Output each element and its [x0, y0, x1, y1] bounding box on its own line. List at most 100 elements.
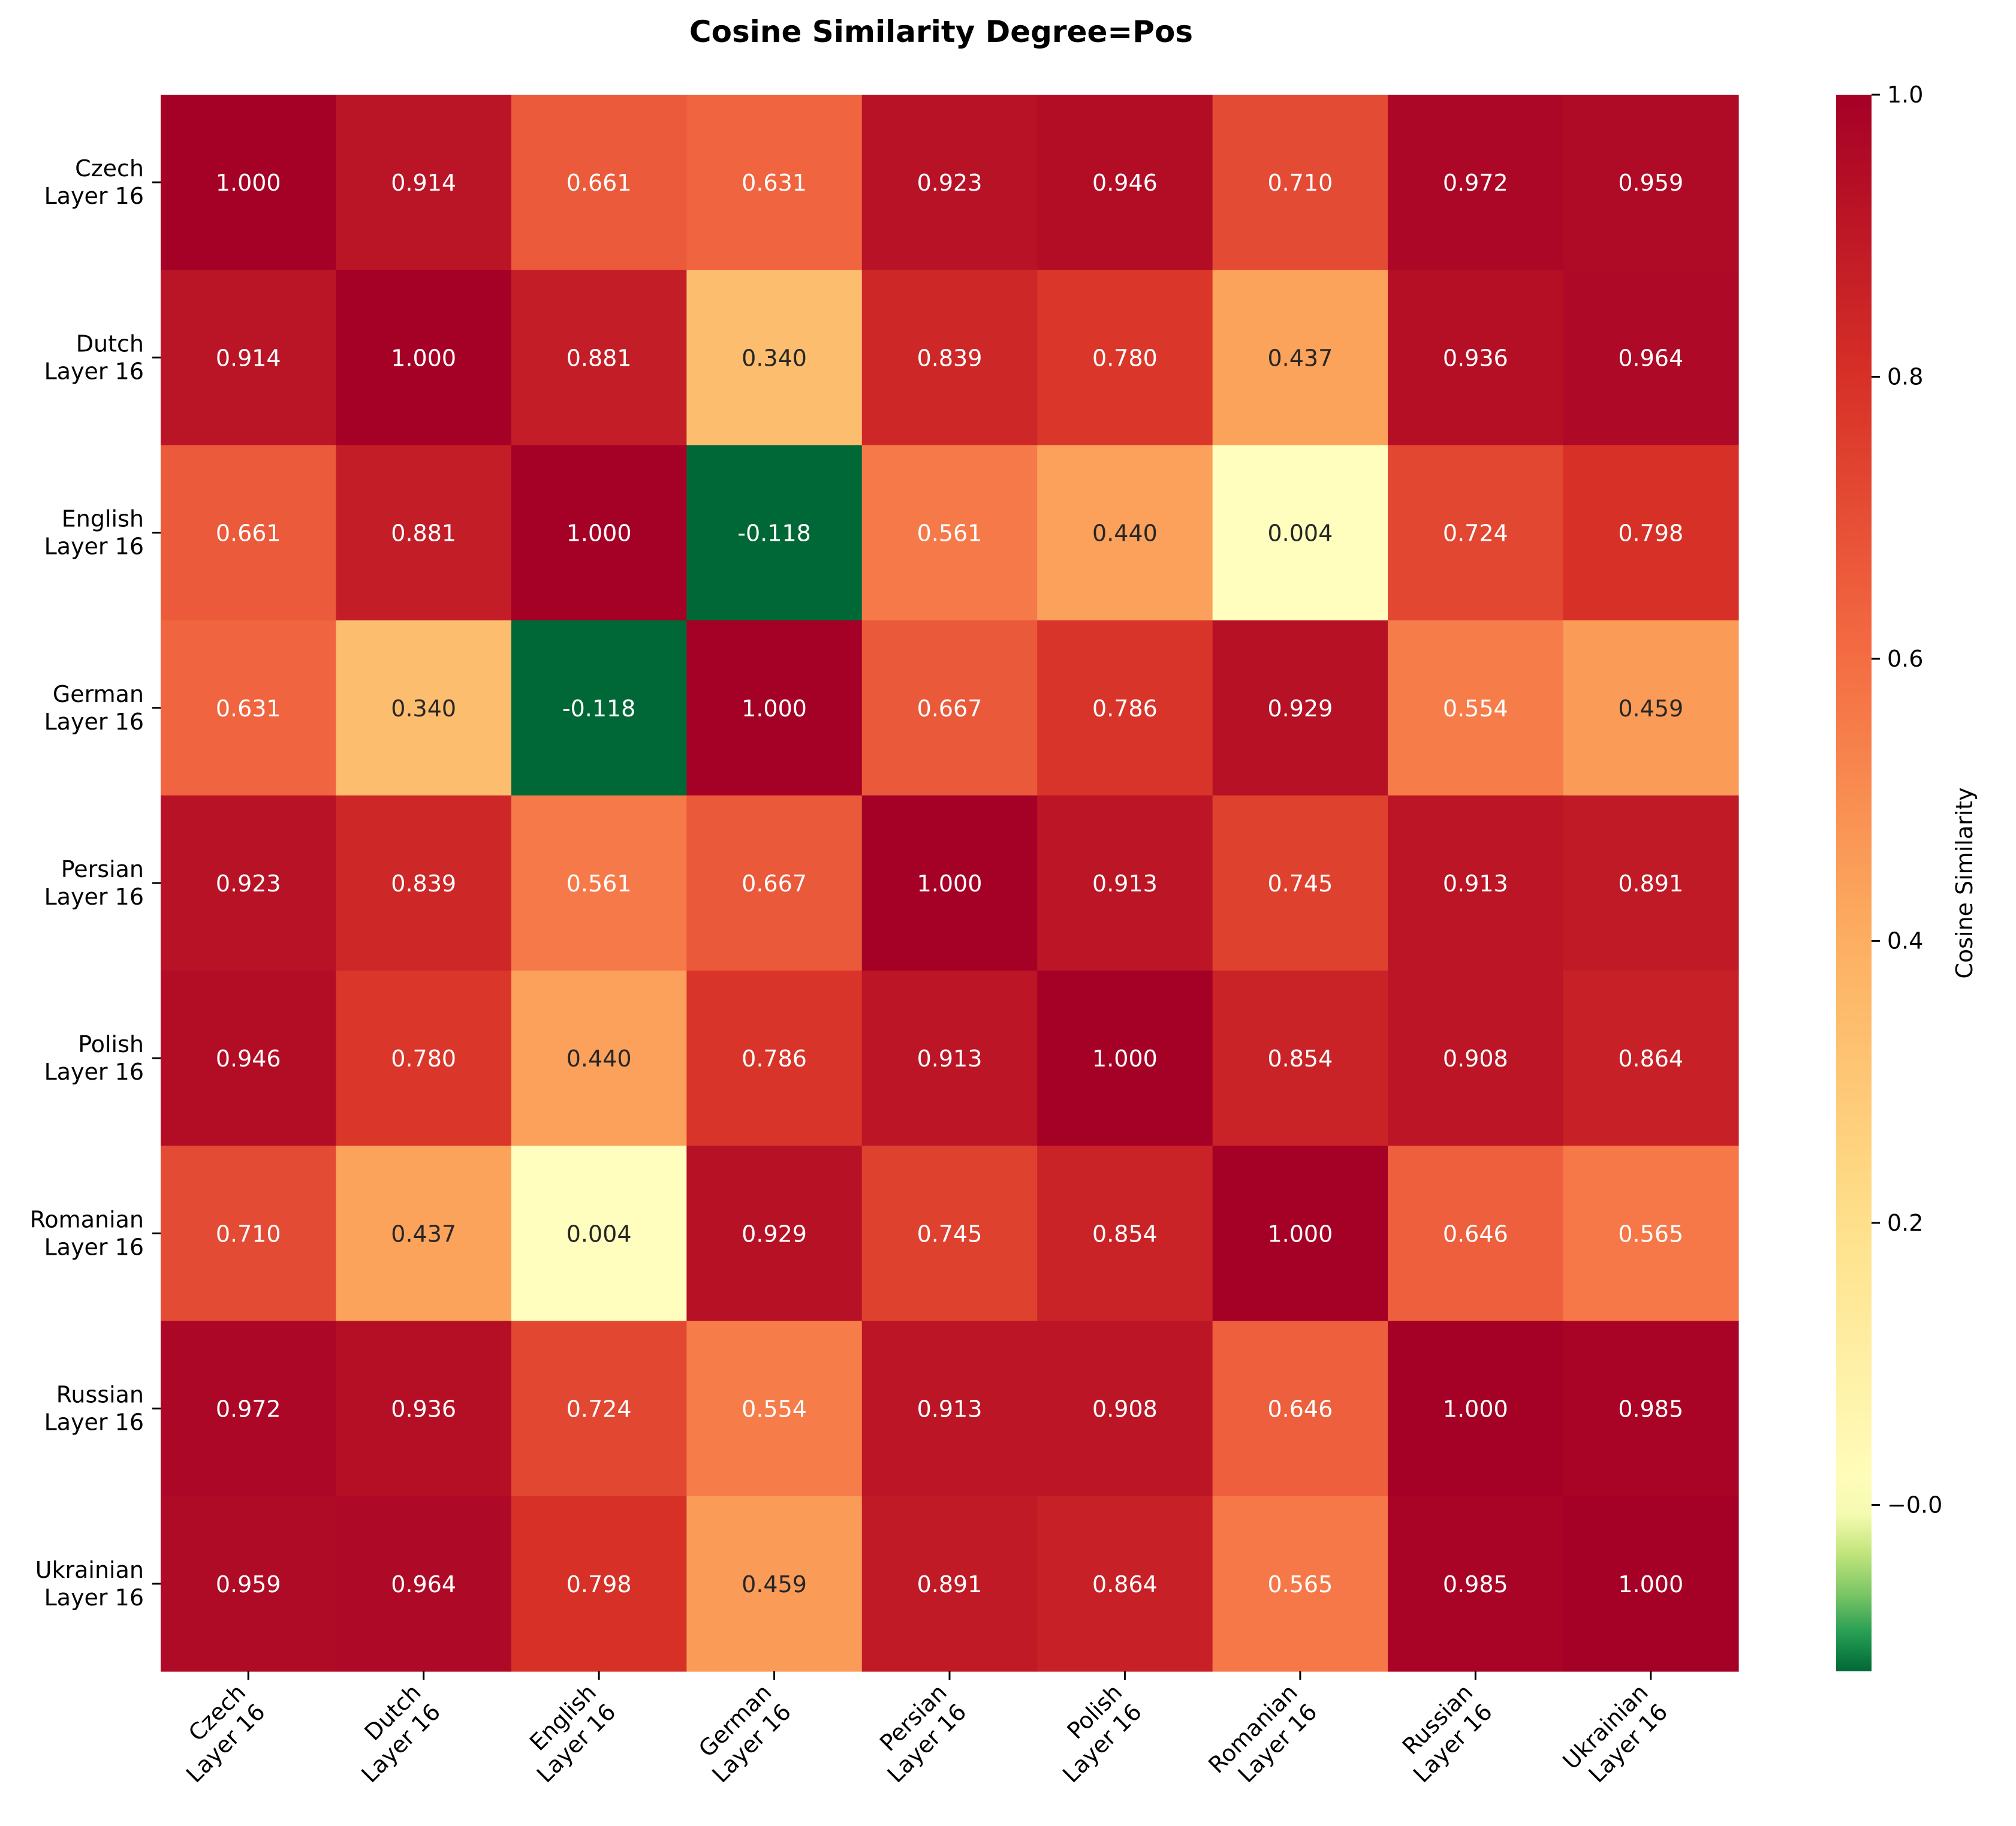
colorbar-ticks: −0.0 0.2 0.4 0.6 0.8 1.0 [1872, 82, 1942, 1518]
heatmap-cell [336, 795, 512, 971]
y-tick-label: Persian Layer 16 [44, 856, 144, 910]
heatmap-cell [161, 1146, 337, 1322]
heatmap-cell [1563, 620, 1739, 796]
heatmap-cell [686, 620, 863, 796]
heatmap-cell-value: 0.340 [742, 345, 807, 371]
heatmap-cell-value: 0.929 [742, 1221, 807, 1247]
heatmap-cell-value: 0.554 [1443, 695, 1508, 722]
heatmap-cell [686, 971, 863, 1146]
heatmap-cell [861, 1321, 1038, 1497]
heatmap-cells [161, 95, 1739, 1672]
heatmap-cell [861, 795, 1038, 971]
heatmap-cell [161, 270, 337, 446]
heatmap-cell [336, 1146, 512, 1322]
heatmap-cell-value: 0.936 [1443, 345, 1508, 371]
heatmap-cell [861, 1496, 1038, 1672]
heatmap-cell-value: 0.631 [742, 170, 807, 196]
heatmap-cell-value: 0.923 [216, 870, 281, 897]
heatmap-cell-value: 1.000 [391, 345, 456, 371]
heatmap-cell [336, 445, 512, 621]
heatmap-cell-value: 0.854 [1267, 1045, 1333, 1072]
heatmap-cell-value: 0.724 [566, 1396, 632, 1423]
heatmap-cell [1212, 795, 1388, 971]
heatmap-cell [1212, 95, 1388, 270]
heatmap-cell-value: 0.854 [1092, 1221, 1158, 1247]
colorbar-tick-label: −0.0 [1887, 1491, 1942, 1518]
heatmap-cell-value: 0.881 [391, 520, 456, 547]
heatmap-cell-value: 0.946 [216, 1045, 281, 1072]
heatmap-cell [1388, 270, 1564, 446]
heatmap-cell [161, 1321, 337, 1497]
heatmap-cell [511, 1146, 687, 1322]
heatmap-cell [686, 1146, 863, 1322]
heatmap-cell-value: -0.118 [562, 695, 636, 722]
heatmap-cell-value: 0.440 [566, 1045, 632, 1072]
heatmap-cell [1388, 1496, 1564, 1672]
heatmap-cell-value: 0.913 [1443, 870, 1508, 897]
heatmap-cell-labels: 1.000 0.914 0.661 0.631 0.923 0.946 0.710 0.972… [216, 170, 1683, 1598]
heatmap-cell [1563, 445, 1739, 621]
heatmap-cell [336, 620, 512, 796]
heatmap-cell [1037, 445, 1213, 621]
heatmap-cell [1037, 971, 1213, 1146]
heatmap-cell-value: 0.631 [216, 695, 281, 722]
heatmap-cell [161, 971, 337, 1146]
heatmap-cell-value: 0.780 [1092, 345, 1158, 371]
heatmap-cell [861, 1146, 1038, 1322]
heatmap-cell [861, 445, 1038, 621]
heatmap-cell [161, 795, 337, 971]
heatmap-cell-value: 0.929 [1267, 695, 1333, 722]
heatmap-cell [1212, 620, 1388, 796]
heatmap-cell [686, 795, 863, 971]
heatmap-cell-value: 0.561 [917, 520, 983, 547]
heatmap-cell [511, 620, 687, 796]
heatmap-cell-value: 0.985 [1618, 1396, 1683, 1423]
heatmap-cell-value: 0.646 [1443, 1221, 1508, 1247]
heatmap-cell-value: 0.946 [1092, 170, 1158, 196]
heatmap-cell [336, 1496, 512, 1672]
heatmap-cell-value: 0.891 [917, 1571, 983, 1598]
heatmap-cell [1563, 971, 1739, 1146]
heatmap-cell [1212, 1321, 1388, 1497]
heatmap-cell [1037, 620, 1213, 796]
heatmap-cell-value: 0.798 [1618, 520, 1683, 547]
heatmap-cell [1563, 795, 1739, 971]
heatmap-cell-value: 0.839 [391, 870, 456, 897]
heatmap-cell [1388, 445, 1564, 621]
heatmap-cell-value: 0.554 [742, 1396, 807, 1423]
heatmap-cell [1563, 95, 1739, 270]
heatmap-cell [1037, 270, 1213, 446]
y-tick-label: Czech Layer 16 [44, 155, 144, 209]
heatmap-cell [336, 95, 512, 270]
heatmap-cell [1212, 270, 1388, 446]
heatmap-cell-value: 0.745 [1267, 870, 1333, 897]
y-axis: Czech Layer 16 Dutch Layer 16 English Layer 1… [30, 155, 161, 1611]
heatmap-cell-value: 1.000 [216, 170, 281, 196]
heatmap-cell-value: 0.710 [216, 1221, 281, 1247]
heatmap-cell-value: 0.959 [216, 1571, 281, 1598]
heatmap-cell-value: 0.864 [1618, 1045, 1683, 1072]
heatmap-cell-value: 0.340 [391, 695, 456, 722]
heatmap-cell [1388, 971, 1564, 1146]
heatmap-cell-value: 0.667 [917, 695, 983, 722]
heatmap-cell-value: 0.985 [1443, 1571, 1508, 1598]
heatmap-cell-value: 0.913 [1092, 870, 1158, 897]
heatmap-cell-value: 0.565 [1618, 1221, 1683, 1247]
heatmap-cell [861, 270, 1038, 446]
heatmap-cell-value: 0.891 [1618, 870, 1683, 897]
heatmap-cell [1037, 1496, 1213, 1672]
heatmap-cell-value: 0.972 [216, 1396, 281, 1423]
heatmap-cell-value: 1.000 [917, 870, 983, 897]
colorbar-tick-label: 0.2 [1887, 1210, 1923, 1236]
heatmap-cell [861, 95, 1038, 270]
heatmap-cell [1563, 1146, 1739, 1322]
heatmap-cell-value: 0.646 [1267, 1396, 1333, 1423]
heatmap-cell [161, 1496, 337, 1672]
heatmap-cell [1388, 1321, 1564, 1497]
y-tick-label: German Layer 16 [44, 681, 144, 735]
heatmap-cell [1037, 795, 1213, 971]
heatmap-cell [861, 971, 1038, 1146]
heatmap-cell-value: 0.437 [1267, 345, 1333, 371]
heatmap-cell [1388, 620, 1564, 796]
